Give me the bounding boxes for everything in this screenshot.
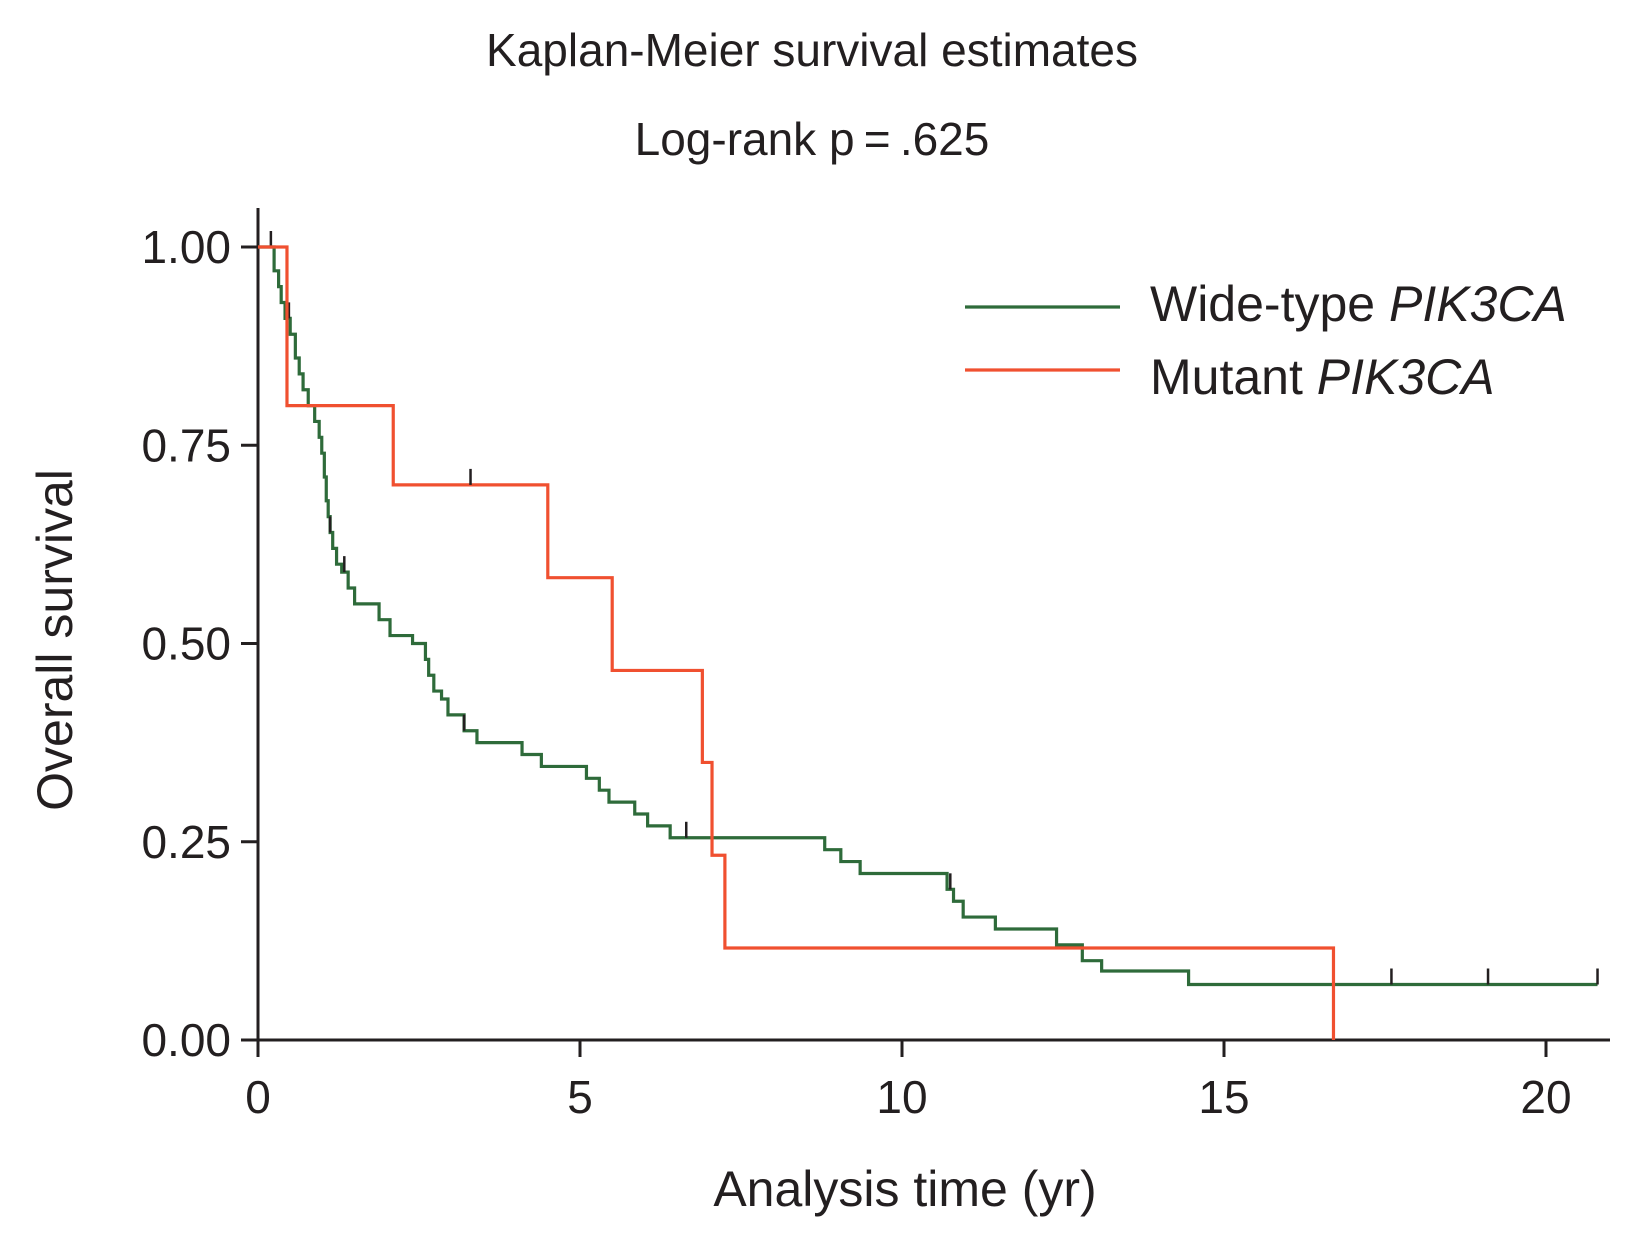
x-tick-label: 15 [1198,1071,1249,1123]
x-tick-label: 10 [876,1071,927,1123]
x-ticks: 0 5 10 15 20 [245,1040,1572,1123]
legend-label-wild-type-prefix: Wide-type [1150,276,1389,332]
chart-subtitle: Log-rank p = .625 [635,113,990,165]
legend-label-wild-type-gene: PIK3CA [1389,276,1567,332]
y-tick-label: 0.00 [141,1014,231,1066]
x-tick-label: 0 [245,1071,271,1123]
x-tick-label: 20 [1520,1071,1571,1123]
y-tick-label: 0.75 [141,419,231,471]
series-line-mutant [258,245,1336,1040]
y-tick-label: 0.50 [141,618,231,670]
axes [256,208,1610,1042]
legend: Wide-type PIK3CA Mutant PIK3CA [965,276,1567,405]
chart-title: Kaplan-Meier survival estimates [486,24,1138,76]
y-axis-label: Overall survival [27,469,83,811]
y-ticks: 0.00 0.25 0.50 0.75 1.00 [141,221,258,1066]
series-line-wild-type [258,245,1598,987]
legend-label-mutant-gene: PIK3CA [1317,349,1495,405]
x-tick-label: 5 [567,1071,593,1123]
series-layer [258,231,1599,1040]
y-tick-label: 0.25 [141,816,231,868]
y-tick-label: 1.00 [141,221,231,273]
legend-label-mutant: Mutant PIK3CA [1150,349,1495,405]
x-axis-label: Analysis time (yr) [713,1161,1096,1217]
legend-label-wild-type: Wide-type PIK3CA [1150,276,1567,332]
legend-label-mutant-prefix: Mutant [1150,349,1317,405]
